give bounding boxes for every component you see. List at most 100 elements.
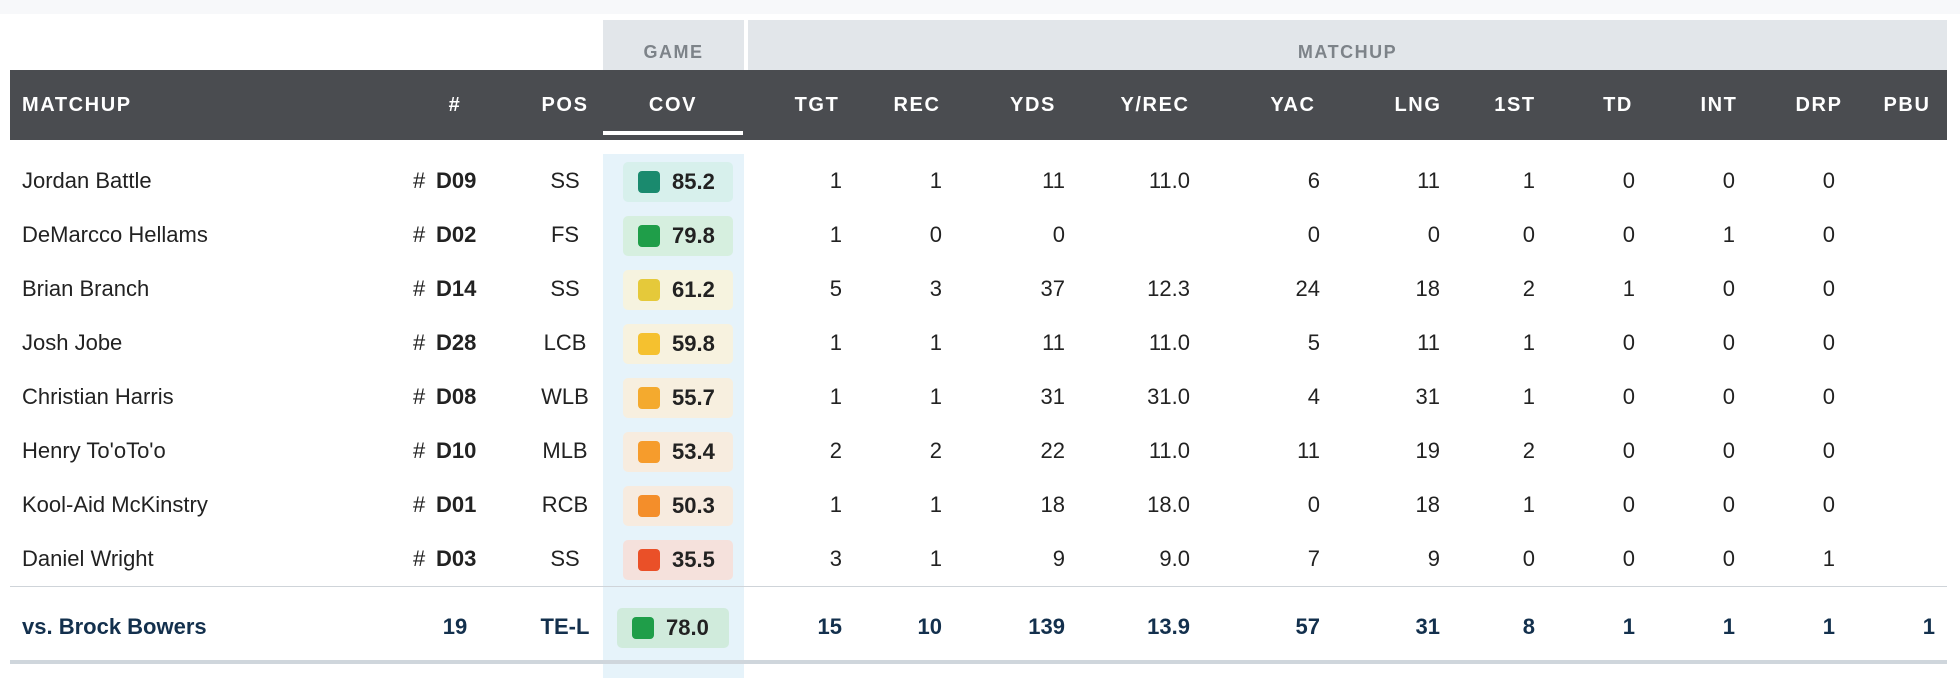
cell-lng: 18 <box>1415 276 1440 301</box>
cell-yrec: 18.0 <box>1147 492 1190 517</box>
cell-yac: 4 <box>1307 384 1320 409</box>
player-name[interactable]: Daniel Wright <box>22 546 154 571</box>
cov-grade-value: 53.4 <box>672 439 715 464</box>
cov-grade: 35.5 <box>623 540 733 580</box>
col-header-1st[interactable]: 1ST <box>1494 94 1536 116</box>
player-name[interactable]: Josh Jobe <box>22 330 123 355</box>
cell-pbu <box>1885 262 1935 316</box>
col-header-int[interactable]: INT <box>1700 94 1738 116</box>
cov-grade-value: 61.2 <box>672 277 715 302</box>
cell-drp: 1 <box>1822 546 1835 571</box>
col-header-pbu[interactable]: PBU <box>1883 94 1931 116</box>
table-row[interactable]: Brian Branch # D14 SS 61.2 5 3 37 12.3 24 18 2 1 0 0 <box>10 262 1947 316</box>
cell-td: 0 <box>1622 438 1635 463</box>
position: FS <box>550 222 580 247</box>
player-name[interactable]: DeMarcco Hellams <box>22 222 208 247</box>
cell-rec: 2 <box>929 438 942 463</box>
cell-rec: 0 <box>929 222 942 247</box>
player-name[interactable]: Brian Branch <box>22 276 150 301</box>
cell-pbu <box>1885 316 1935 370</box>
cell-yrec: 11.0 <box>1148 330 1190 355</box>
cell-drp: 0 <box>1822 492 1835 517</box>
cell-int: 0 <box>1722 438 1735 463</box>
player-name[interactable]: Christian Harris <box>22 384 174 409</box>
cell-pbu <box>1885 532 1935 586</box>
col-header-td[interactable]: TD <box>1603 94 1633 116</box>
grade-swatch-icon <box>638 279 660 301</box>
cov-grade-value: 35.5 <box>672 547 715 572</box>
table-row[interactable]: DeMarcco Hellams # D02 FS 79.8 1 0 0 0 0 0 0 1 0 <box>10 208 1947 262</box>
cell-td: 0 <box>1622 222 1635 247</box>
grade-swatch-icon <box>638 225 660 247</box>
cell-int: 0 <box>1722 276 1735 301</box>
col-header-number[interactable]: # <box>448 94 462 116</box>
player-name[interactable]: Kool-Aid McKinstry <box>22 492 208 517</box>
totals-label[interactable]: vs. Brock Bowers <box>22 614 207 639</box>
cell-lng: 18 <box>1415 492 1440 517</box>
table-row[interactable]: Kool-Aid McKinstry # D01 RCB 50.3 1 1 18 18.0 0 18… <box>10 478 1947 532</box>
cell-1st: 0 <box>1522 222 1535 247</box>
col-header-tgt[interactable]: TGT <box>794 94 840 116</box>
col-header-cov[interactable]: COV <box>648 94 698 116</box>
totals-int: 1 <box>1722 614 1735 639</box>
cell-yrec: 11.0 <box>1148 168 1190 193</box>
jersey-hash: # <box>413 330 426 355</box>
cell-yac: 24 <box>1295 276 1320 301</box>
cov-grade-value: 55.7 <box>672 385 715 410</box>
cell-tgt: 1 <box>829 384 842 409</box>
table-row[interactable]: Daniel Wright # D03 SS 35.5 3 1 9 9.0 7 9 0 0 0 1 <box>10 532 1947 586</box>
cell-drp: 0 <box>1822 168 1835 193</box>
cell-rec: 1 <box>929 168 942 193</box>
col-header-yds[interactable]: YDS <box>1010 94 1056 116</box>
cell-tgt: 5 <box>829 276 842 301</box>
col-header-matchup[interactable]: MATCHUP <box>22 94 132 116</box>
cov-grade-value: 79.8 <box>672 223 715 248</box>
totals-pbu: 1 <box>1922 614 1935 639</box>
jersey-hash: # <box>413 492 426 517</box>
table-row[interactable]: Henry To'oTo'o # D10 MLB 53.4 2 2 22 11.0 11 19 2 0 0… <box>10 424 1947 478</box>
cell-drp: 0 <box>1822 438 1835 463</box>
player-name[interactable]: Henry To'oTo'o <box>22 438 166 463</box>
jersey-number: D10 <box>436 438 477 463</box>
cell-yac: 6 <box>1307 168 1320 193</box>
totals-yac: 57 <box>1295 614 1320 639</box>
cell-pbu <box>1885 154 1935 208</box>
cell-rec: 1 <box>929 384 942 409</box>
totals-1st: 8 <box>1522 614 1535 639</box>
footer-divider <box>10 586 1947 587</box>
cell-1st: 1 <box>1522 384 1535 409</box>
player-name[interactable]: Jordan Battle <box>22 168 152 193</box>
totals-lng: 31 <box>1415 614 1440 639</box>
position: RCB <box>541 492 589 517</box>
cell-drp: 0 <box>1822 222 1835 247</box>
table-row[interactable]: Josh Jobe # D28 LCB 59.8 1 1 11 11.0 5 11 1 0 0 0 <box>10 316 1947 370</box>
cell-1st: 2 <box>1522 276 1535 301</box>
totals-number: 19 <box>442 614 468 639</box>
cell-yds: 18 <box>1040 492 1065 517</box>
jersey-number: D03 <box>436 546 477 571</box>
col-header-lng[interactable]: LNG <box>1394 94 1442 116</box>
cell-rec: 1 <box>929 330 942 355</box>
cell-1st: 0 <box>1522 546 1535 571</box>
col-header-rec[interactable]: REC <box>893 94 941 116</box>
cov-grade: 50.3 <box>623 486 733 526</box>
col-header-yrec[interactable]: Y/REC <box>1120 94 1190 116</box>
cell-tgt: 1 <box>829 492 842 517</box>
table-row[interactable]: Christian Harris # D08 WLB 55.7 1 1 31 31.0 4 31 1 0… <box>10 370 1947 424</box>
cell-pbu <box>1885 208 1935 262</box>
cell-td: 0 <box>1622 492 1635 517</box>
cov-grade: 55.7 <box>623 378 733 418</box>
col-header-drp[interactable]: DRP <box>1795 94 1843 116</box>
table-row[interactable]: Jordan Battle # D09 SS 85.2 1 1 11 11.0 6 11 1 0 0 0 <box>10 154 1947 208</box>
col-header-pos[interactable]: POS <box>541 94 589 116</box>
cell-lng: 11 <box>1417 168 1440 193</box>
cell-td: 0 <box>1622 330 1635 355</box>
table-header-row: MATCHUP # POS COV TGT REC YDS Y/REC YAC … <box>10 70 1947 140</box>
col-header-yac[interactable]: YAC <box>1270 94 1316 116</box>
cov-grade: 53.4 <box>623 432 733 472</box>
cov-grade: 85.2 <box>623 162 733 202</box>
cell-1st: 2 <box>1522 438 1535 463</box>
totals-cov-grade: 78.0 <box>617 608 729 648</box>
cell-yac: 5 <box>1307 330 1320 355</box>
totals-td: 1 <box>1622 614 1635 639</box>
